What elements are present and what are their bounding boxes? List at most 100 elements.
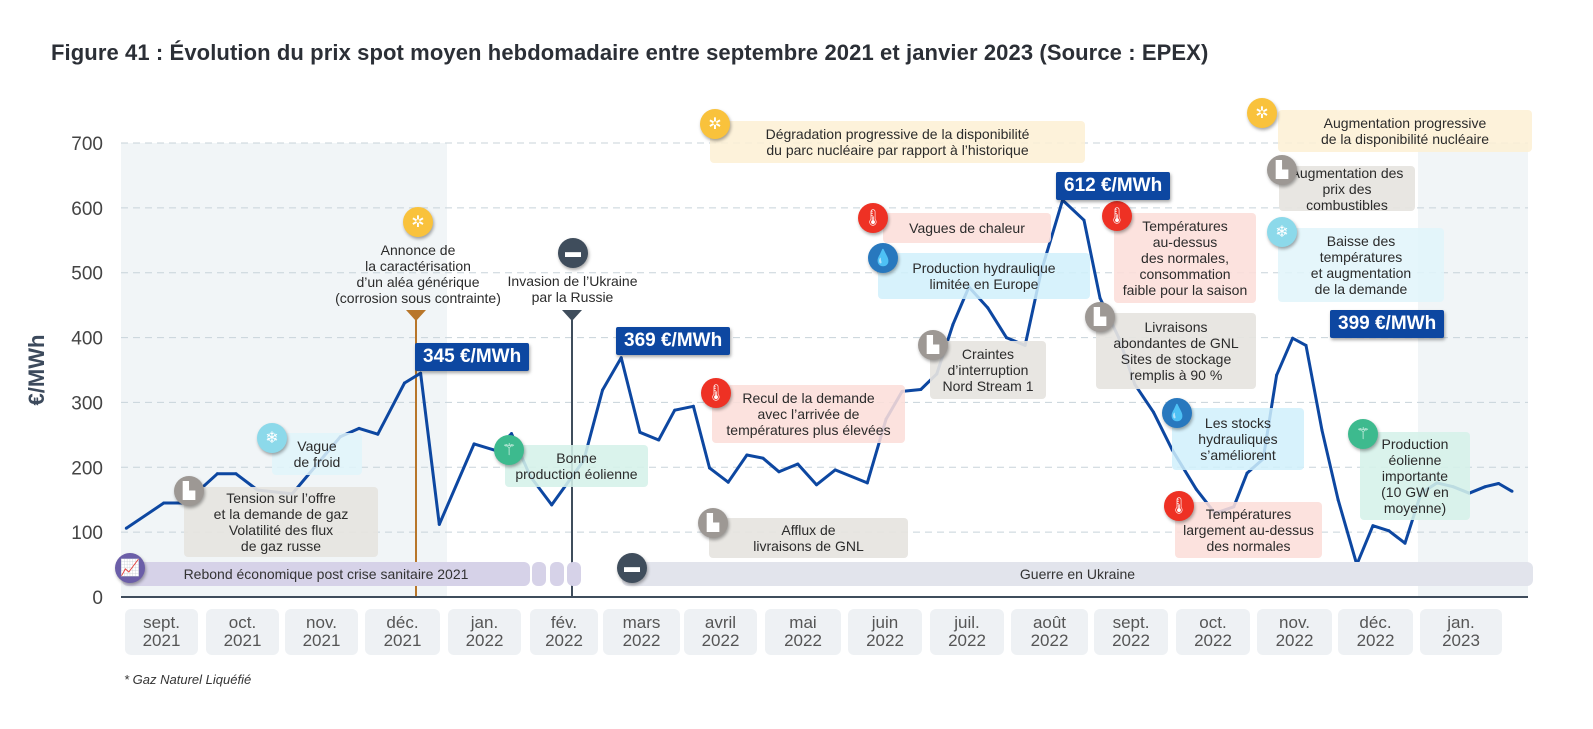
data-point	[796, 462, 800, 466]
data-point	[601, 388, 604, 392]
data-point	[1320, 428, 1324, 432]
data-point	[162, 501, 166, 505]
band-rebond: Rebond économique post crise sanitaire 2…	[122, 562, 530, 586]
nuclear-icon: ✲	[1247, 98, 1277, 128]
y-tick-label: 0	[92, 588, 103, 609]
x-tick-month: fév. 2022	[530, 609, 598, 655]
x-tick-month: oct. 2022	[1176, 609, 1250, 655]
annotation-gnl-2: Livraisons abondantes de GNL Sites de st…	[1096, 313, 1256, 389]
data-point	[1483, 485, 1487, 489]
data-point	[550, 503, 554, 507]
marker-label-invasion: Invasion de l’Ukraine par la Russie	[507, 273, 638, 305]
x-tick-month: mars 2022	[603, 609, 680, 655]
y-tick-label: 200	[71, 458, 103, 479]
data-point	[1152, 410, 1155, 414]
vertical-marker-arrow	[406, 310, 426, 321]
data-point	[1497, 482, 1501, 485]
data-point	[673, 408, 677, 412]
data-point	[1098, 296, 1102, 300]
marker-label-corrosion: Annonce de la caractérisation d’un aléa …	[335, 242, 501, 306]
annotation-tension: Tension sur l’offre et la demande de gaz…	[184, 487, 378, 557]
data-point	[403, 381, 406, 385]
thermometer-icon: 🌡	[1102, 201, 1132, 231]
data-point	[708, 466, 711, 470]
x-tick-month: août 2022	[1011, 609, 1088, 655]
gas-plant-icon: ▙	[1267, 155, 1297, 185]
annotation-chaleur: Vagues de chaleur	[883, 213, 1051, 243]
annotation-combustibles: Augmentation des prix des combustibles	[1279, 165, 1415, 213]
x-tick-month: jan. 2022	[448, 609, 521, 655]
annotation-baisse: Baisse des températures et augmentation …	[1278, 228, 1444, 302]
data-point	[357, 426, 361, 430]
data-point	[726, 480, 730, 484]
x-tick-month: sept. 2021	[125, 609, 198, 655]
tank-icon: ▬	[558, 238, 588, 268]
y-tick-label: 100	[71, 523, 103, 544]
data-point	[761, 456, 765, 460]
data-point	[419, 371, 423, 375]
x-tick-month: déc. 2022	[1338, 609, 1413, 655]
x-tick-month: sept. 2022	[1094, 609, 1168, 655]
band-rebond-tail-1	[532, 562, 546, 586]
annotation-eolien-1: Bonne production éolienne	[505, 445, 648, 487]
data-point	[657, 438, 661, 442]
x-tick-month: jan. 2023	[1420, 609, 1502, 655]
y-tick-label: 500	[71, 264, 103, 285]
price-label-399: 399 €/MWh	[1330, 310, 1445, 338]
data-point	[745, 453, 749, 457]
wind-turbine-icon: ⚚	[494, 435, 524, 465]
thermometer-icon: 🌡	[858, 203, 888, 233]
wind-turbine-icon: ⚚	[1348, 419, 1378, 449]
data-point	[1371, 524, 1375, 528]
growth-chart-icon: 📈	[115, 553, 145, 583]
data-point	[919, 388, 923, 391]
annotation-eolien-2: Production éolienne importante (10 GW en…	[1360, 432, 1470, 520]
chart-title: Figure 41 : Évolution du prix spot moyen…	[51, 40, 1209, 65]
data-point	[865, 481, 869, 485]
data-point	[437, 522, 441, 526]
annotation-hydro-2: Les stocks hydrauliques s’améliorent	[1172, 408, 1304, 470]
band-rebond-tail-2	[550, 562, 564, 586]
data-point	[951, 323, 955, 327]
data-point	[1082, 218, 1086, 222]
data-point	[1336, 498, 1340, 502]
x-tick-month: oct. 2021	[206, 609, 279, 655]
data-point	[619, 356, 623, 360]
data-point	[124, 526, 128, 530]
x-tick-month: mai 2022	[765, 609, 841, 655]
snowflake-icon: ❄	[1267, 217, 1297, 247]
annotation-gnl-1: Afflux de livraisons de GNL	[709, 518, 908, 558]
water-drop-icon: 💧	[868, 243, 898, 273]
water-drop-icon: 💧	[1162, 398, 1192, 428]
data-point	[1403, 541, 1407, 545]
annotation-nordstream: Craintes d’interruption Nord Stream 1	[930, 341, 1046, 399]
data-point	[691, 404, 695, 408]
price-label-369: 369 €/MWh	[616, 327, 731, 355]
annotation-froid: Vague de froid	[272, 433, 362, 475]
data-point	[1291, 336, 1295, 340]
y-tick-label: 700	[71, 134, 103, 155]
data-point	[815, 483, 818, 487]
data-point	[1004, 336, 1008, 340]
price-label-345: 345 €/MWh	[415, 343, 530, 371]
gas-plant-icon: ▙	[1085, 302, 1115, 332]
price-label-612: 612 €/MWh	[1056, 172, 1171, 200]
data-point	[638, 430, 642, 434]
gas-plant-icon: ▙	[918, 330, 948, 360]
annotation-nucleaire: Augmentation progressive de la disponibi…	[1278, 110, 1532, 152]
y-axis-label: €/MWh	[24, 335, 49, 406]
annotation-degradation: Dégradation progressive de la disponibil…	[710, 121, 1085, 163]
snowflake-icon: ❄	[257, 423, 287, 453]
data-point	[1194, 487, 1198, 491]
data-point	[1275, 373, 1279, 377]
gas-plant-icon: ▙	[698, 508, 728, 538]
data-point	[986, 306, 990, 310]
x-tick-month: nov. 2021	[285, 609, 358, 655]
annotation-hydro-1: Production hydraulique limitée en Europe	[878, 253, 1090, 299]
y-tick-label: 300	[71, 393, 103, 414]
data-point	[1245, 471, 1249, 475]
band-guerre-label: Guerre en Ukraine	[1019, 566, 1136, 582]
nuclear-icon: ✲	[700, 109, 730, 139]
x-tick-month: avril 2022	[684, 609, 757, 655]
